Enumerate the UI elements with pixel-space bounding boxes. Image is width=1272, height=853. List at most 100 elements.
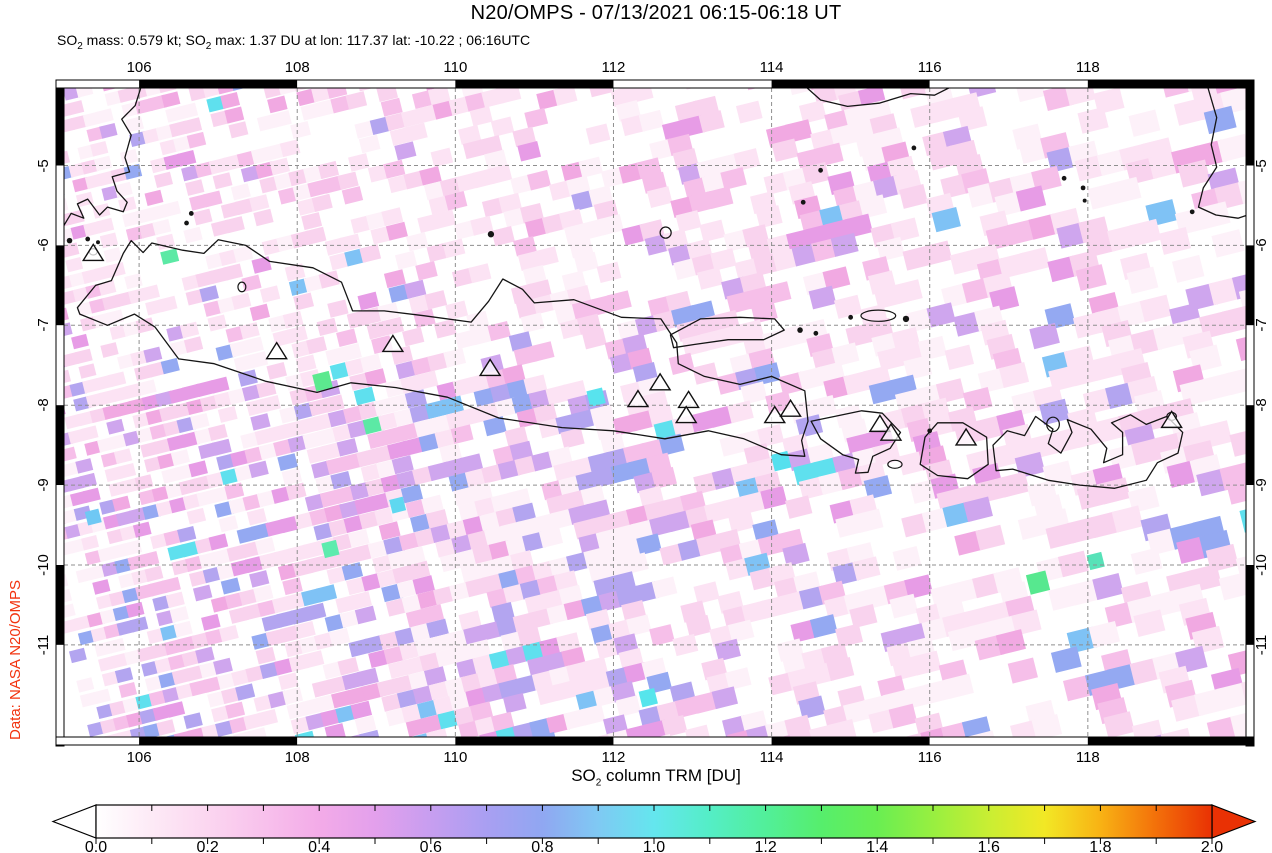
so2-pixel [396, 688, 420, 708]
island-kangean [860, 309, 897, 322]
so2-pixel [89, 407, 108, 424]
so2-pixel [308, 398, 330, 417]
so2-pixel [115, 510, 135, 527]
island-sapudi [797, 327, 803, 333]
so2-pixel [90, 626, 109, 643]
map-frame-top [929, 80, 1088, 88]
so2-pixel [1202, 372, 1236, 401]
so2-pixel [199, 661, 219, 679]
so2-pixel [76, 410, 95, 427]
so2-pixel [493, 554, 518, 575]
so2-pixel [684, 724, 711, 737]
so2-pixel [348, 529, 370, 548]
so2-pixel [603, 714, 628, 736]
so2-pixel [159, 138, 179, 156]
so2-pixel [361, 572, 383, 592]
so2-pixel [224, 216, 245, 234]
so2-pixel [571, 299, 597, 321]
so2-pixel [85, 283, 104, 299]
so2-pixel [148, 689, 168, 707]
so2-pixel [490, 711, 515, 732]
so2-pixel [785, 119, 813, 143]
so2-pixel [481, 573, 505, 594]
so2-pixel [583, 547, 608, 569]
lat-tick-label-left: -10 [35, 554, 52, 576]
so2-pixel [562, 380, 587, 402]
so2-pixel [760, 485, 788, 510]
so2-pixel [484, 149, 508, 170]
so2-pixel [273, 438, 294, 457]
so2-pixel [1211, 229, 1245, 258]
so2-pixel [493, 664, 518, 685]
so2-pixel [369, 116, 392, 136]
so2-pixel [406, 232, 429, 252]
so2-pixel [779, 590, 807, 615]
so2-pixel [532, 293, 557, 315]
so2-pixel [405, 608, 429, 628]
so2-pixel [150, 156, 169, 174]
so2-pixel [570, 675, 596, 697]
so2-pixel [64, 351, 80, 368]
so2-pixel [253, 694, 274, 712]
so2-pixel [1152, 322, 1186, 351]
so2-pixel [458, 610, 482, 631]
so2-pixel [245, 665, 266, 683]
so2-pixel [458, 500, 482, 521]
so2-pixel [858, 194, 888, 219]
map-frame-left [56, 245, 64, 326]
so2-pixel [383, 269, 406, 289]
so2-pixel [64, 526, 70, 542]
so2-pixel [503, 207, 527, 228]
map-frame-right [1246, 165, 1254, 246]
so2-pixel [718, 324, 746, 348]
so2-pixel [798, 100, 827, 124]
so2-pixel [236, 150, 257, 168]
volcano-marker-galunggung [265, 341, 288, 360]
so2-pixel [595, 528, 621, 550]
so2-pixel [215, 343, 236, 361]
so2-pixel [376, 459, 398, 479]
so2-pixel [396, 469, 419, 489]
so2-pixel [798, 695, 826, 720]
so2-pixel [296, 197, 318, 216]
so2-pixel [1107, 663, 1139, 691]
so2-pixel [474, 496, 498, 517]
so2-pixel [195, 270, 215, 288]
so2-pixel [319, 489, 341, 508]
so2-pixel [419, 166, 442, 186]
so2-pixel [171, 668, 192, 685]
so2-pixel [1031, 165, 1062, 193]
so2-pixel [359, 244, 382, 263]
so2-pixel [101, 670, 121, 687]
so2-pixel [76, 677, 95, 693]
so2-pixel [265, 628, 287, 647]
so2-pixel [156, 609, 176, 627]
so2-pixel [580, 704, 606, 726]
so2-pixel [408, 670, 431, 690]
so2-pixel [842, 699, 872, 724]
so2-pixel [300, 102, 322, 121]
colorbar-title-subscript: 2 [595, 777, 602, 789]
so2-pixel [567, 394, 592, 416]
so2-pixel [280, 624, 301, 643]
so2-pixel [400, 484, 424, 504]
so2-pixel [592, 466, 618, 488]
so2-pixel [564, 222, 589, 244]
colorbar-tick-label: 0.2 [196, 839, 218, 853]
so2-pixel [376, 678, 399, 698]
island-matasiri [911, 145, 917, 151]
so2-pixel [318, 270, 340, 289]
so2-pixel [409, 513, 433, 533]
so2-pixel [1203, 105, 1237, 135]
so2-pixel [150, 532, 169, 550]
so2-pixel [536, 574, 561, 596]
so2-pixel [909, 478, 939, 504]
so2-pixel [411, 356, 434, 376]
so2-pixel [500, 630, 525, 652]
so2-pixel [508, 331, 533, 352]
so2-pixel [203, 299, 223, 317]
so2-pixel [618, 162, 644, 184]
so2-pixel [105, 309, 125, 326]
so2-pixel [426, 728, 449, 737]
so2-pixel [384, 378, 407, 398]
